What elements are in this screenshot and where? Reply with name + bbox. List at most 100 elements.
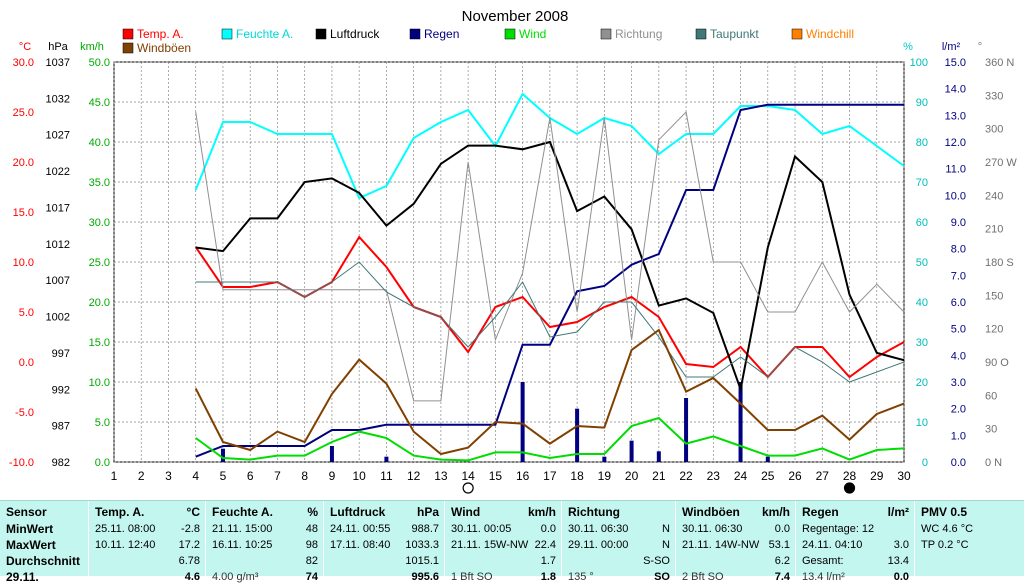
- temp-tick-label: 0.0: [19, 357, 34, 369]
- stats-cell-value: 0.0: [540, 523, 556, 535]
- stats-column-unit: hPa: [416, 505, 439, 519]
- stats-cell-label: 24.11. 00:55: [330, 523, 391, 535]
- legend-swatch: [315, 28, 327, 40]
- wind-tick-label: 40.0: [89, 137, 110, 149]
- stats-cell-value: 6.2: [774, 555, 790, 567]
- wind-tick-label: 25.0: [89, 257, 110, 269]
- stats-cell-value: SO: [654, 571, 670, 583]
- wind-tick-label: 35.0: [89, 177, 110, 189]
- pressure-tick-label: 997: [52, 348, 70, 360]
- legend-label: Windböen: [137, 41, 191, 55]
- x-tick-label: 25: [761, 469, 775, 483]
- direction-tick-label: 90 O: [985, 357, 1009, 369]
- stats-column: Temp. A. °C 25.11. 08:00 -2.8 10.11. 12:40 17…: [88, 501, 206, 583]
- stats-cell-value: 22.4: [534, 539, 556, 551]
- stats-cell-value: 1.8: [540, 571, 556, 583]
- stats-column-title: PMV 0.5: [921, 505, 968, 519]
- stats-cell-value: 4.6: [184, 571, 200, 583]
- rain-bar: [765, 456, 770, 462]
- temp-tick-label: 30.0: [13, 57, 34, 69]
- rain-bar: [629, 440, 634, 462]
- stats-cell-label: 21.11. 15W-NW: [451, 539, 529, 551]
- stats-cell-value: 53.1: [768, 539, 790, 551]
- wind-tick-label: 15.0: [89, 337, 110, 349]
- stats-cell-label: 16.11. 10:25: [212, 539, 273, 551]
- humidity-tick-label: 20: [916, 377, 928, 389]
- humidity-tick-label: 10: [916, 417, 928, 429]
- rain-tick-label: 3.0: [951, 377, 966, 389]
- x-tick-label: 14: [461, 469, 475, 483]
- x-tick-label: 22: [679, 469, 693, 483]
- rain-tick-label: 2.0: [951, 404, 966, 416]
- stats-column-title: Feuchte A.: [212, 505, 273, 519]
- plot-area: [113, 61, 905, 463]
- rain-tick-label: 10.0: [945, 190, 966, 202]
- stats-cell-label: 30.11. 00:05: [451, 523, 512, 535]
- stats-cell-label: 4.00 g/m³: [212, 571, 259, 583]
- temp-tick-label: -5.0: [15, 407, 34, 419]
- series-line-richtung: [195, 110, 905, 402]
- x-tick-label: 10: [352, 469, 366, 483]
- stats-column: Luftdruck hPa 24.11. 00:55 988.7 17.11. 08:4…: [323, 501, 445, 583]
- row-label-sensor: Sensor: [6, 505, 47, 519]
- weather-chart: November 2008 Temp. A. Feuchte A. Luftdruc…: [9, 8, 1017, 494]
- humidity-tick-label: 30: [916, 337, 928, 349]
- stats-cell-value: N: [662, 539, 670, 551]
- legend-label: Luftdruck: [330, 27, 380, 41]
- pressure-tick-label: 982: [52, 457, 70, 469]
- x-tick-label: 2: [138, 469, 145, 483]
- humidity-tick-label: 50: [916, 257, 928, 269]
- legend-swatch: [695, 28, 707, 40]
- rain-tick-label: 11.0: [945, 164, 966, 176]
- x-tick-label: 6: [247, 469, 254, 483]
- x-tick-label: 23: [707, 469, 721, 483]
- x-tick-label: 4: [192, 469, 199, 483]
- stats-cell-value: 0.0: [893, 571, 909, 583]
- x-tick-label: 24: [734, 469, 748, 483]
- stats-cell-value: 995.6: [411, 571, 439, 583]
- humidity-tick-label: 90: [916, 97, 928, 109]
- stats-cell-value: 13.4: [887, 555, 909, 567]
- x-tick-label: 13: [434, 469, 448, 483]
- stats-cell-label: 2 Bft SO: [682, 571, 724, 583]
- temp-tick-label: 10.0: [13, 257, 34, 269]
- rain-tick-label: 7.0: [951, 270, 966, 282]
- row-label-max: MaxWert: [6, 538, 56, 552]
- stats-column: Wind km/h 30.11. 00:05 0.0 21.11. 15W-NW 22.4…: [444, 501, 562, 583]
- stats-column-title: Luftdruck: [330, 505, 386, 519]
- stats-cell-value: N: [662, 523, 670, 535]
- direction-tick-label: 270 W: [985, 157, 1017, 169]
- stats-cell-value: 1.7: [540, 555, 556, 567]
- pressure-tick-label: 1027: [46, 130, 70, 142]
- temp-tick-label: 15.0: [13, 207, 34, 219]
- statistics-table: Sensor MinWert MaxWert Durchschnitt 29.1…: [0, 500, 1024, 584]
- pressure-tick-label: 992: [52, 384, 70, 396]
- rain-bars: [220, 382, 770, 462]
- row-label-min: MinWert: [6, 522, 54, 536]
- rain-unit-label: l/m²: [942, 41, 961, 53]
- stats-cell-value: 3.0: [893, 539, 909, 551]
- x-tick-label: 1: [111, 469, 118, 483]
- direction-tick-label: 150: [985, 290, 1003, 302]
- legend-label: Regen: [424, 27, 459, 41]
- humidity-tick-label: 40: [916, 297, 928, 309]
- chart-title: November 2008: [462, 8, 569, 25]
- stats-cell-value: -2.8: [181, 523, 200, 535]
- stats-cell-label: Regentage: 12: [802, 523, 875, 535]
- series-line-regen: [195, 103, 904, 458]
- humidity-tick-label: 100: [910, 57, 928, 69]
- x-tick-label: 29: [870, 469, 884, 483]
- x-tick-label: 12: [407, 469, 421, 483]
- legend-swatch: [791, 28, 803, 40]
- pressure-tick-label: 1007: [46, 275, 70, 287]
- x-tick-label: 17: [543, 469, 557, 483]
- rain-tick-label: 8.0: [951, 244, 966, 256]
- stats-column: PMV 0.5 WC 4.6 °C TP 0.2 °C: [914, 501, 1024, 576]
- rain-tick-label: 4.0: [951, 350, 966, 362]
- stats-column-title: Temp. A.: [95, 505, 145, 519]
- x-tick-label: 28: [843, 469, 857, 483]
- stats-column: Regen l/m² Regentage: 12 24.11. 04:10 3.0 Ges…: [795, 501, 915, 583]
- direction-tick-label: 120: [985, 324, 1003, 336]
- pressure-tick-label: 1017: [46, 202, 70, 214]
- humidity-tick-label: 60: [916, 217, 928, 229]
